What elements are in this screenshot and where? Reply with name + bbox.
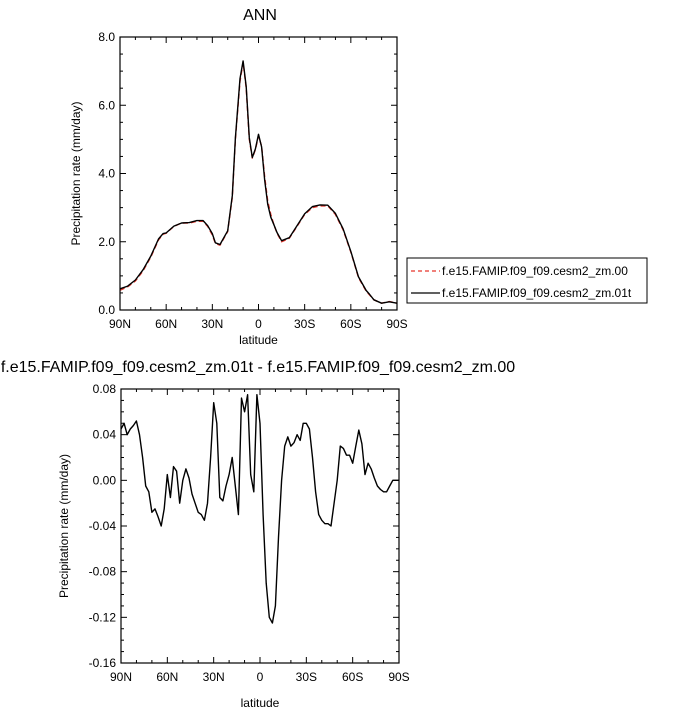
top-x-tick-label: 30N (201, 317, 223, 331)
top-x-tick-label: 60S (340, 317, 361, 331)
top-x-tick-label: 30S (294, 317, 315, 331)
top-chart-title: ANN (243, 7, 277, 24)
top-series-group (119, 60, 398, 304)
bottom-y-tick-label: 0.04 (93, 428, 117, 442)
top-x-tick-label: 60N (155, 317, 177, 331)
top-y-tick-label: 2.0 (98, 235, 115, 249)
bottom-x-tick-label: 60S (342, 670, 363, 684)
top-x-tick-label: 0 (255, 317, 262, 331)
top-x-axis-label: latitude (239, 333, 278, 347)
bottom-y-tick-label: -0.04 (89, 519, 117, 533)
legend-label-01t: f.e15.FAMIP.f09_f09.cesm2_zm.01t (442, 286, 632, 300)
bottom-series-line-0 (120, 394, 399, 624)
legend: f.e15.FAMIP.f09_f09.cesm2_zm.00 f.e15.FA… (406, 257, 648, 304)
bottom-x-axis-label: latitude (241, 696, 280, 710)
top-plot-frame (119, 36, 398, 311)
bottom-y-tick-label: -0.16 (89, 656, 117, 670)
bottom-chart-title: f.e15.FAMIP.f09_f09.cesm2_zm.01t - f.e15… (1, 359, 515, 376)
bottom-panel: f.e15.FAMIP.f09_f09.cesm2_zm.01t - f.e15… (1, 359, 515, 710)
bottom-y-axis-label: Precipitation rate (mm/day) (57, 454, 71, 598)
top-y-tick-label: 0.0 (98, 303, 115, 317)
bottom-x-tick-label: 30N (203, 670, 225, 684)
bottom-plot-frame (120, 388, 400, 664)
top-series-line-1 (119, 60, 398, 304)
bottom-axes: 90N 60N 30N 0 30S 60S 90S -0.16 -0.12 -0.08 -0.04 0… (89, 382, 410, 684)
bottom-x-tick-label: 60N (156, 670, 178, 684)
bottom-y-tick-label: -0.12 (89, 610, 117, 624)
top-x-tick-label: 90S (386, 317, 407, 331)
top-y-tick-label: 8.0 (98, 30, 115, 44)
bottom-x-tick-label: 0 (257, 670, 264, 684)
bottom-series-group (120, 394, 399, 624)
bottom-y-tick-label: 0.08 (93, 382, 117, 396)
bottom-x-tick-label: 90S (388, 670, 409, 684)
top-y-axis-label: Precipitation rate (mm/day) (69, 101, 83, 245)
top-y-tick-label: 4.0 (98, 167, 115, 181)
top-axes: 90N 60N 30N 0 30S 60S 90S 0.0 2.0 4.0 6.0 8.0 (98, 30, 407, 331)
top-panel: ANN 90N 60N 30N 0 30S 60S 90S 0.0 2.0 4.0 6.0 8.0 l… (69, 7, 408, 347)
bottom-x-tick-label: 90N (110, 670, 132, 684)
top-x-tick-label: 90N (109, 317, 131, 331)
bottom-y-tick-label: -0.08 (89, 565, 117, 579)
legend-box (406, 257, 648, 304)
bottom-x-tick-label: 30S (296, 670, 317, 684)
bottom-y-tick-label: 0.00 (93, 473, 117, 487)
top-y-tick-label: 6.0 (98, 98, 115, 112)
legend-label-00: f.e15.FAMIP.f09_f09.cesm2_zm.00 (442, 264, 628, 278)
